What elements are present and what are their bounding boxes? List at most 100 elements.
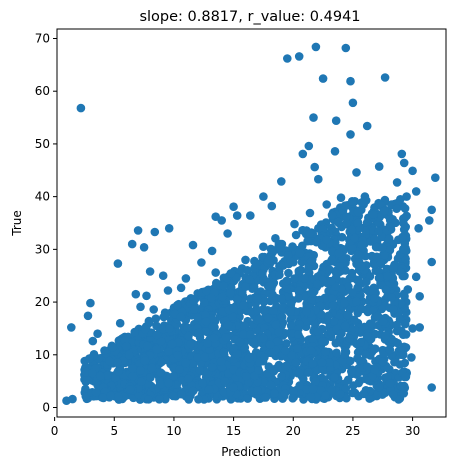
- scatter-point: [294, 294, 303, 303]
- scatter-point: [291, 230, 301, 240]
- scatter-point: [324, 311, 333, 321]
- scatter-point: [353, 218, 363, 227]
- scatter-point: [246, 330, 255, 339]
- x-tick-label: 25: [345, 424, 360, 438]
- scatter-point: [311, 377, 320, 386]
- scatter-point: [322, 200, 332, 209]
- scatter-point: [172, 301, 182, 310]
- scatter-point: [401, 372, 411, 382]
- scatter-point: [340, 298, 349, 308]
- scatter-point: [223, 320, 233, 330]
- scatter-point: [396, 381, 406, 391]
- scatter-point: [342, 219, 351, 228]
- scatter-point: [386, 222, 395, 232]
- scatter-point: [194, 395, 203, 404]
- scatter-point: [220, 377, 230, 386]
- y-tick-label: 30: [35, 242, 50, 256]
- scatter-point: [155, 395, 164, 404]
- scatter-point: [331, 116, 341, 125]
- scatter-point: [328, 247, 337, 257]
- scatter-point: [228, 312, 237, 321]
- scatter-point: [147, 363, 157, 373]
- scatter-point: [207, 362, 217, 372]
- scatter-point: [164, 378, 173, 388]
- scatter-point: [258, 269, 267, 279]
- scatter-point: [399, 244, 408, 254]
- scatter-point: [113, 259, 123, 268]
- x-tick-label: 15: [226, 424, 241, 438]
- scatter-point: [288, 242, 297, 251]
- scatter-point: [375, 273, 384, 282]
- scatter-point: [243, 394, 252, 403]
- scatter-point: [204, 385, 214, 394]
- scatter-point: [163, 286, 173, 295]
- scatter-point: [330, 147, 340, 156]
- scatter-point: [399, 158, 409, 168]
- scatter-point: [341, 43, 351, 53]
- scatter-point: [330, 317, 339, 327]
- scatter-point: [157, 357, 166, 367]
- scatter-point: [221, 333, 231, 342]
- scatter-point: [335, 262, 345, 271]
- scatter-point: [304, 368, 313, 377]
- scatter-point: [158, 271, 168, 281]
- scatter-point: [340, 350, 350, 359]
- scatter-point: [164, 224, 174, 233]
- scatter-point: [142, 291, 151, 301]
- scatter-point: [374, 383, 384, 392]
- scatter-point: [83, 311, 93, 321]
- scatter-point: [302, 307, 311, 317]
- plot-frame: [56, 28, 447, 418]
- scatter-point: [337, 329, 346, 338]
- scatter-point: [389, 305, 398, 314]
- scatter-point: [352, 168, 361, 177]
- scatter-point: [287, 321, 297, 330]
- scatter-point: [280, 346, 290, 356]
- scatter-point: [295, 248, 305, 258]
- scatter-point: [156, 337, 166, 346]
- scatter-point: [347, 367, 356, 376]
- scatter-point: [317, 358, 327, 368]
- scatter-point: [259, 297, 269, 307]
- scatter-point: [371, 242, 381, 252]
- scatter-point: [392, 204, 401, 213]
- scatter-point: [209, 333, 219, 343]
- scatter-point: [266, 380, 276, 390]
- scatter-point: [337, 232, 347, 242]
- scatter-point: [427, 205, 437, 215]
- scatter-point: [219, 347, 229, 357]
- scatter-point: [108, 343, 118, 352]
- scatter-point: [400, 292, 409, 301]
- scatter-point: [201, 310, 210, 320]
- scatter-point: [350, 233, 359, 243]
- scatter-point: [399, 219, 408, 228]
- scatter-point: [415, 323, 425, 332]
- scatter-point: [259, 242, 268, 251]
- scatter-point: [370, 294, 379, 303]
- scatter-point: [181, 358, 191, 368]
- scatter-point: [139, 243, 149, 252]
- scatter-point: [379, 349, 389, 358]
- scatter-point: [408, 166, 417, 176]
- scatter-point: [327, 210, 337, 220]
- scatter-point: [398, 350, 408, 360]
- scatter-point: [368, 287, 378, 297]
- scatter-point: [400, 204, 410, 213]
- scatter-point: [241, 255, 250, 265]
- scatter-point: [125, 350, 134, 360]
- scatter-point: [276, 243, 285, 252]
- scatter-point: [267, 348, 277, 358]
- y-axis-ticks: 0 10 20 30 40 50 60 70: [35, 31, 57, 415]
- scatter-point: [367, 319, 377, 329]
- scatter-point: [302, 385, 312, 394]
- scatter-point: [261, 393, 271, 402]
- scatter-point: [169, 371, 178, 381]
- scatter-point: [363, 331, 372, 341]
- scatter-point: [198, 378, 207, 388]
- scatter-point: [313, 279, 322, 289]
- scatter-point: [193, 313, 202, 322]
- scatter-point: [260, 353, 269, 362]
- scatter-point: [321, 391, 331, 400]
- scatter-point: [113, 358, 122, 367]
- scatter-point: [232, 294, 242, 304]
